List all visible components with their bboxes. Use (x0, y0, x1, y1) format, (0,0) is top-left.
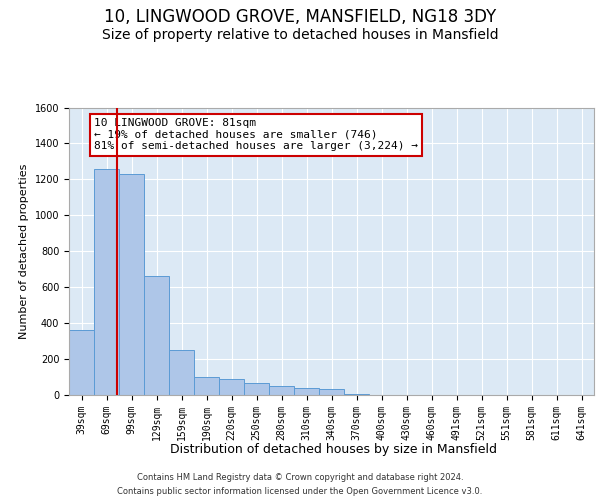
Text: Size of property relative to detached houses in Mansfield: Size of property relative to detached ho… (101, 28, 499, 42)
Bar (194, 377, 219, 395)
Bar (69, 330, 94, 395)
Bar (94, 168, 119, 395)
Text: 10 LINGWOOD GROVE: 81sqm
← 19% of detached houses are smaller (746)
81% of semi-: 10 LINGWOOD GROVE: 81sqm ← 19% of detach… (94, 118, 418, 152)
Y-axis label: Number of detached properties: Number of detached properties (19, 164, 29, 339)
Bar (219, 379, 244, 395)
Text: Distribution of detached houses by size in Mansfield: Distribution of detached houses by size … (170, 442, 497, 456)
Bar (269, 386, 294, 395)
Bar (294, 388, 319, 395)
Bar (119, 174, 144, 395)
Bar (344, 394, 369, 395)
Bar (319, 388, 344, 395)
Bar (244, 384, 269, 395)
Text: Contains public sector information licensed under the Open Government Licence v3: Contains public sector information licen… (118, 486, 482, 496)
Bar (169, 350, 194, 395)
Text: Contains HM Land Registry data © Crown copyright and database right 2024.: Contains HM Land Registry data © Crown c… (137, 472, 463, 482)
Text: 10, LINGWOOD GROVE, MANSFIELD, NG18 3DY: 10, LINGWOOD GROVE, MANSFIELD, NG18 3DY (104, 8, 496, 26)
Bar (144, 276, 169, 395)
